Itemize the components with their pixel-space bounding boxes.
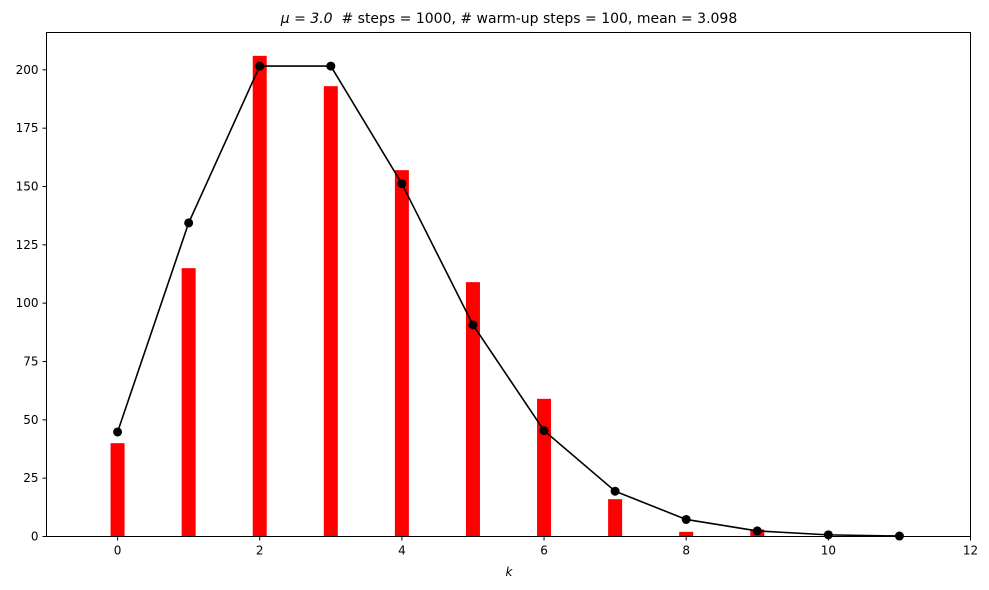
line-point-k-8 bbox=[681, 514, 691, 524]
line-point-k-1 bbox=[184, 218, 194, 228]
plot-frame bbox=[46, 32, 971, 537]
line-point-k-0 bbox=[113, 427, 123, 437]
chart-title-mu: μ = 3.0 bbox=[280, 11, 333, 27]
x-axis-label: k bbox=[506, 565, 514, 579]
line-point-k-10 bbox=[823, 530, 833, 540]
bar-k-4 bbox=[394, 170, 409, 537]
line-point-k-6 bbox=[539, 426, 549, 436]
x-axis: 0 2 4 6 8 10 12 bbox=[114, 536, 978, 558]
line-point-k-9 bbox=[752, 526, 762, 536]
bar-k-5 bbox=[465, 282, 480, 537]
line-point-k-4 bbox=[397, 179, 407, 189]
x-tick-label-2: 2 bbox=[256, 544, 264, 558]
y-tick-label-25: 25 bbox=[23, 471, 38, 485]
x-tick-label-12: 12 bbox=[963, 544, 978, 558]
poisson-line bbox=[116, 65, 900, 537]
plot-marks bbox=[110, 55, 904, 541]
x-tick-label-6: 6 bbox=[540, 544, 548, 558]
line-point-k-3 bbox=[326, 61, 336, 71]
line-point-k-5 bbox=[468, 320, 478, 330]
x-tick-label-4: 4 bbox=[398, 544, 406, 558]
y-tick-label-175: 175 bbox=[16, 121, 39, 135]
y-tick-label-100: 100 bbox=[16, 296, 39, 310]
bar-k-0 bbox=[110, 443, 125, 537]
y-tick-label-50: 50 bbox=[23, 413, 38, 427]
bar-k-6 bbox=[537, 398, 552, 537]
y-tick-label-150: 150 bbox=[16, 180, 39, 194]
chart-title-rest: # steps = 1000, # warm-up steps = 100, m… bbox=[333, 11, 738, 27]
bar-k-2 bbox=[252, 55, 267, 537]
bar-k-7 bbox=[608, 499, 623, 537]
bar-k-3 bbox=[323, 86, 338, 537]
x-tick-label-10: 10 bbox=[821, 544, 836, 558]
y-tick-label-200: 200 bbox=[16, 63, 39, 77]
x-tick-label-8: 8 bbox=[682, 544, 690, 558]
bar-k-8 bbox=[679, 531, 694, 537]
y-tick-label-75: 75 bbox=[23, 355, 38, 369]
line-point-k-7 bbox=[610, 486, 620, 496]
chart-title: μ = 3.0 # steps = 1000, # warm-up steps … bbox=[280, 11, 738, 27]
x-tick-label-0: 0 bbox=[114, 544, 122, 558]
bar-k-1 bbox=[181, 268, 196, 537]
line-point-k-2 bbox=[255, 61, 265, 71]
y-axis: 0 25 50 75 100 125 150 175 200 bbox=[16, 63, 47, 544]
y-tick-label-125: 125 bbox=[16, 238, 39, 252]
y-tick-label-0: 0 bbox=[31, 530, 39, 544]
